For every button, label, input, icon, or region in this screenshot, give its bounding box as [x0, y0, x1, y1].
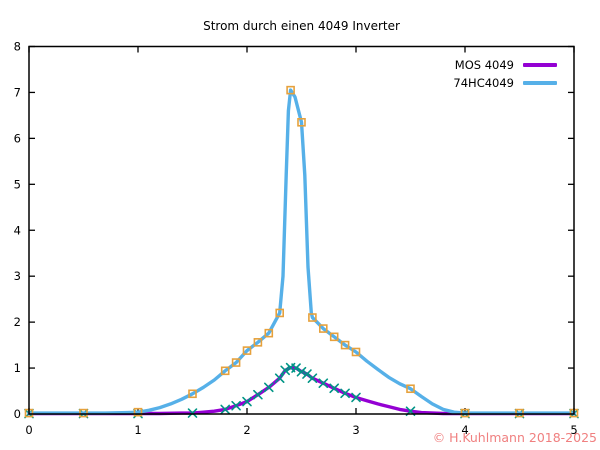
x-tick-label: 1	[134, 423, 141, 437]
marker-x	[220, 404, 230, 415]
marker-square	[297, 117, 306, 127]
copyright-watermark: © H.Kuhlmann 2018-2025	[432, 430, 597, 445]
x-tick-label: 0	[25, 423, 32, 437]
y-tick-label: 0	[14, 407, 21, 421]
marker-square	[275, 308, 285, 318]
marker-square	[340, 340, 350, 350]
y-tick-label: 5	[14, 177, 21, 191]
marker-square	[329, 332, 339, 342]
marker-square	[242, 346, 252, 355]
x-tick-label: 4	[461, 423, 468, 437]
marker-x	[280, 365, 290, 376]
marker-square	[318, 324, 328, 333]
legend-entry-mos-4049: MOS 4049	[453, 56, 557, 74]
marker-x	[253, 389, 263, 400]
marker-square	[79, 408, 88, 418]
marker-x	[340, 388, 350, 399]
series-line-0	[27, 365, 576, 416]
x-tick-label: 3	[352, 423, 359, 437]
marker-square	[406, 384, 415, 394]
marker-square	[308, 313, 317, 322]
marker-x	[329, 383, 340, 394]
y-tick-label: 7	[14, 85, 21, 99]
x-tick-label: 5	[570, 423, 577, 437]
marker-x	[351, 392, 361, 403]
marker-x	[274, 373, 285, 383]
y-tick-label: 6	[14, 131, 21, 145]
marker-square	[286, 85, 295, 95]
series-line-1	[27, 88, 576, 415]
y-tick-label: 4	[14, 223, 21, 237]
x-tick-label: 2	[243, 423, 250, 437]
legend-label-74hc4049: 74HC4049	[453, 76, 514, 90]
y-tick-label: 8	[14, 40, 21, 54]
legend-line-sample-74hc4049	[523, 81, 557, 85]
plot-border	[28, 45, 575, 415]
marker-square	[253, 338, 263, 347]
y-tick-label: 3	[14, 269, 21, 283]
marker-x	[307, 373, 318, 383]
marker-square	[188, 389, 197, 399]
marker-x	[187, 408, 198, 418]
legend-entry-74hc4049: 74HC4049	[453, 74, 557, 92]
y-tick-label: 1	[14, 361, 21, 375]
marker-x	[231, 400, 241, 411]
marker-square	[351, 347, 361, 357]
marker-square	[133, 407, 143, 417]
legend: MOS 4049 74HC4049	[453, 56, 557, 92]
marker-x	[291, 363, 301, 373]
marker-x	[263, 382, 274, 393]
marker-square	[264, 328, 274, 338]
marker-square	[220, 366, 230, 376]
marker-square	[460, 408, 470, 418]
y-tick-label: 2	[14, 315, 21, 329]
marker-square	[515, 408, 524, 418]
legend-label-mos-4049: MOS 4049	[454, 58, 514, 72]
marker-square	[231, 358, 241, 367]
marker-x	[296, 366, 307, 377]
marker-x	[318, 378, 329, 389]
chart-title: Strom durch einen 4049 Inverter	[203, 19, 400, 33]
marker-x	[242, 396, 252, 407]
legend-line-sample-mos-4049	[523, 63, 557, 67]
marker-x	[302, 369, 312, 379]
